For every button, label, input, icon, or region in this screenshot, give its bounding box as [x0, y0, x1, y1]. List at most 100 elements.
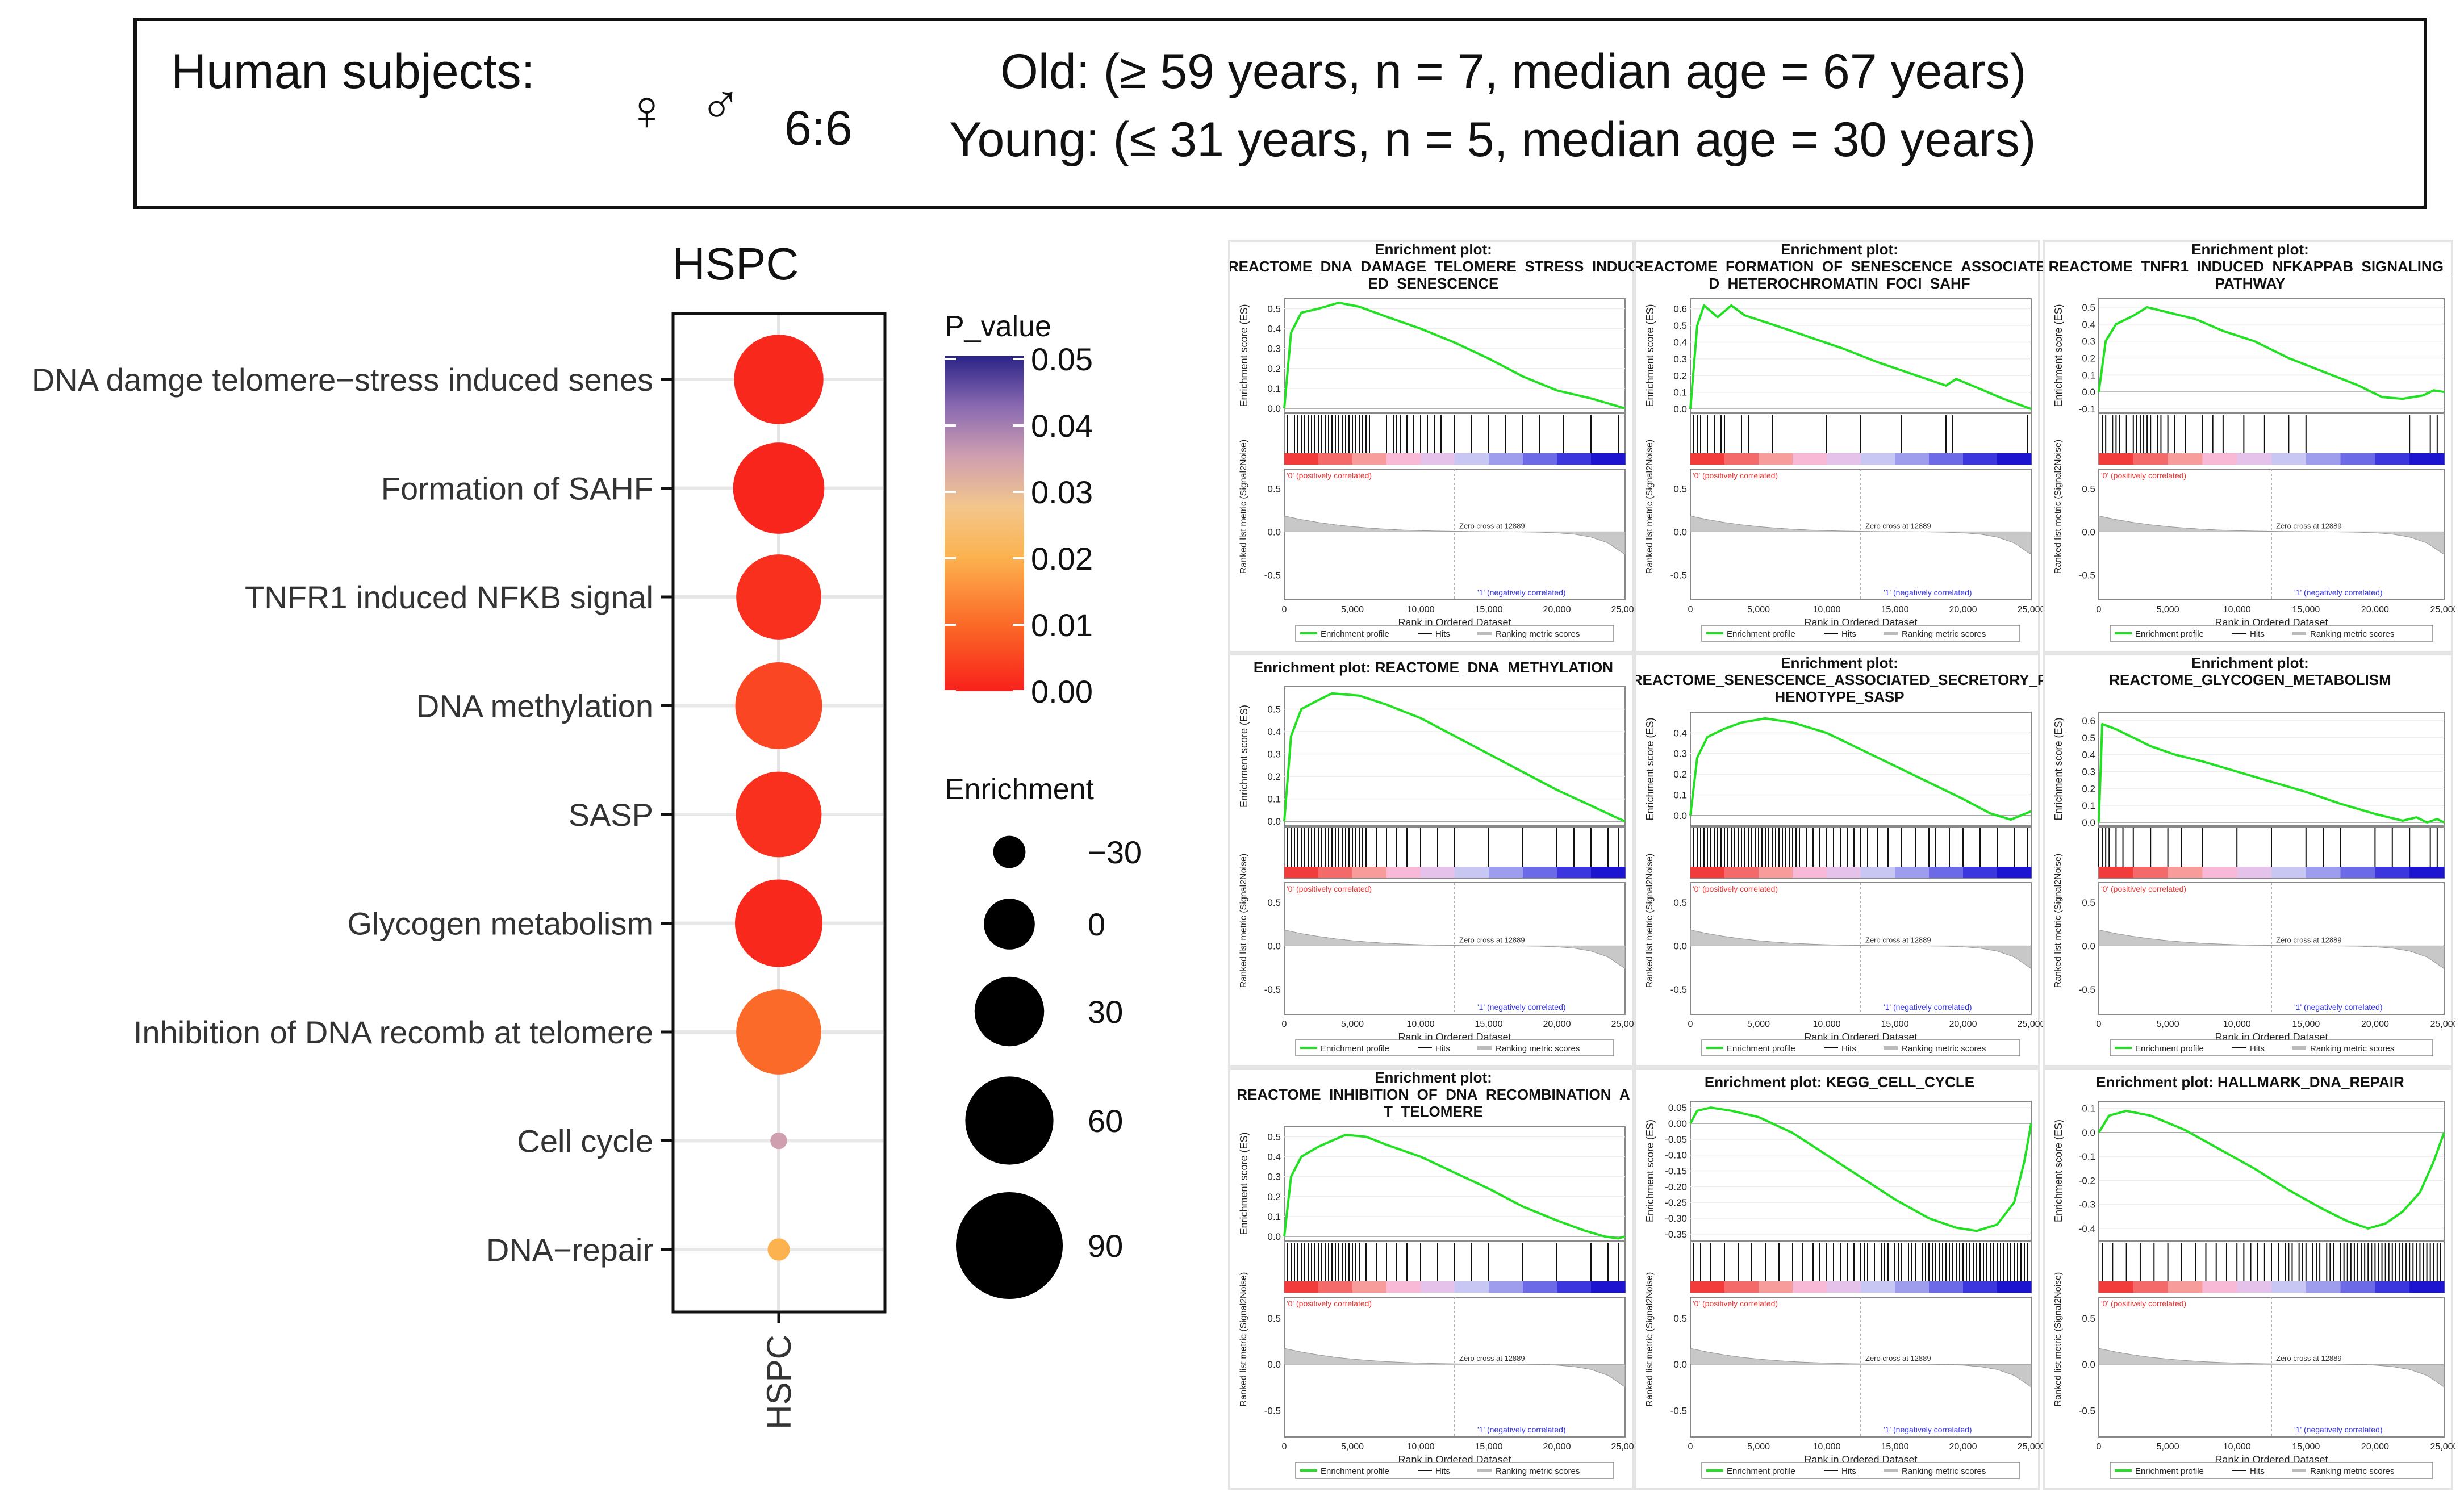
rank-tick-label: 0.5	[1267, 897, 1281, 908]
term-label: Inhibition of DNA recomb at telomere	[133, 1014, 653, 1050]
rank-gradient-segment	[1318, 867, 1353, 878]
enrichment-dot	[735, 662, 822, 750]
rank-metric-area	[2098, 929, 2445, 970]
female-symbol: ♀	[625, 78, 668, 142]
x-tick-label: 25,000	[2430, 605, 2455, 615]
legend-metric-label: Ranking metric scores	[1496, 1044, 1580, 1054]
size-legend: −30 0 30 60 90	[956, 834, 1142, 1299]
es-tick-label: 0.4	[1267, 324, 1281, 335]
subjects-label: Human subjects:	[171, 44, 535, 99]
x-tick-label: 15,000	[2292, 1019, 2320, 1029]
rank-gradient-segment	[2237, 867, 2272, 878]
legend-profile-label: Enrichment profile	[2135, 1466, 2204, 1476]
rank-tick-label: 0.0	[1267, 941, 1281, 951]
x-tick-label: 15,000	[2292, 605, 2320, 615]
young-group-line: Young: (≤ 31 years, n = 5, median age = …	[949, 112, 2036, 167]
gsea-enrichment-panel: Enrichment plot: HALLMARK_DNA_REPAIR Enri…	[2043, 1068, 2455, 1490]
legend-profile-label: Enrichment profile	[1321, 1466, 1389, 1476]
term-label: Glycogen metabolism	[348, 906, 653, 942]
gsea-legend-box	[2110, 1462, 2433, 1479]
rank-tick-label: 0.0	[1673, 1359, 1687, 1370]
x-tick-label: 20,000	[1949, 1019, 1977, 1029]
rank-axis-label: Ranked list metric (Signal2Noise)	[2053, 854, 2063, 988]
gsea-svg: Enrichment plot:REACTOME_DNA_DAMAGE_TELO…	[1230, 242, 1636, 642]
gsea-svg: Enrichment plot: HALLMARK_DNA_REPAIR Enri…	[2053, 1073, 2455, 1479]
rank-gradient-segment	[1759, 1281, 1793, 1293]
x-tick-label: 25,000	[1611, 1442, 1636, 1452]
rank-tick-label: -0.5	[2079, 1405, 2095, 1416]
x-tick-label: 10,000	[2223, 605, 2251, 615]
es-tick-label: -0.1	[2079, 1151, 2095, 1162]
rank-metric-area	[1284, 1348, 1626, 1388]
rank-gradient-segment	[1421, 867, 1455, 878]
rank-metric-area	[1690, 1348, 2032, 1388]
negative-label: '1' (negatively correlated)	[1477, 588, 1566, 597]
es-curve	[2098, 722, 2445, 824]
zero-cross-label: Zero cross at 12889	[1459, 1354, 1525, 1363]
gsea-enrichment-panel: Enrichment plot: REACTOME_DNA_METHYLATIO…	[1228, 653, 1636, 1068]
rank-tick-label: 0.5	[1267, 1313, 1281, 1324]
rank-tick-label: -0.5	[1264, 570, 1281, 580]
rank-gradient-segment	[2202, 867, 2237, 878]
positive-label: '0' (positively correlated)	[2101, 1299, 2186, 1308]
x-tick-label: 10,000	[1407, 1019, 1435, 1029]
es-tick-label: 0.0	[2082, 387, 2095, 398]
rank-tick-label: -0.5	[2079, 570, 2095, 580]
legend-profile-label: Enrichment profile	[1321, 629, 1389, 639]
rank-tick-label: 0.5	[1673, 484, 1687, 495]
rank-gradient-segment	[1523, 453, 1557, 465]
positive-label: '0' (positively correlated)	[1287, 1299, 1372, 1308]
gsea-title: D_HETEROCHROMATIN_FOCI_SAHF	[1709, 275, 1970, 292]
es-tick-label: 0.1	[2082, 800, 2095, 811]
legend-hits-label: Hits	[1435, 1466, 1450, 1476]
rank-gradient-segment	[1421, 1281, 1455, 1293]
positive-label: '0' (positively correlated)	[1693, 471, 1778, 480]
pvalue-tick-label: 0.03	[1031, 474, 1093, 510]
rank-gradient-segment	[2133, 1281, 2169, 1293]
es-tick-label: 0.1	[1267, 794, 1281, 805]
legend-profile-label: Enrichment profile	[1727, 629, 1795, 639]
pvalue-colorbar	[945, 356, 1024, 691]
rank-gradient-segment	[1489, 867, 1523, 878]
positive-label: '0' (positively correlated)	[2101, 471, 2186, 480]
rank-gradient-segment	[1421, 453, 1455, 465]
gsea-title: ED_SENESCENCE	[1368, 275, 1499, 292]
rank-tick-label: 0.0	[1267, 526, 1281, 537]
es-tick-label: 0.6	[2082, 716, 2095, 726]
es-tick-label: 0.1	[2082, 370, 2095, 381]
es-curve	[1283, 302, 1626, 409]
es-tick-label: -0.10	[1665, 1150, 1687, 1161]
size-legend-label: 0	[1088, 906, 1105, 942]
es-curve	[1283, 1134, 1626, 1240]
gsea-svg: Enrichment plot:REACTOME_SENESCENCE_ASSO…	[1636, 655, 2043, 1056]
es-curve	[2098, 1109, 2445, 1230]
x-tick-label: 15,000	[2292, 1442, 2320, 1452]
size-legend-dot	[974, 976, 1045, 1047]
rank-gradient-segment	[2099, 453, 2134, 465]
rank-gradient-segment	[1318, 1281, 1353, 1293]
rank-gradient-segment	[1284, 453, 1319, 465]
rank-gradient-segment	[1861, 1281, 1895, 1293]
gsea-svg: Enrichment plot:REACTOME_GLYCOGEN_METABO…	[2053, 655, 2455, 1056]
es-axis-label: Enrichment score (ES)	[1238, 304, 1250, 407]
es-box	[1284, 1126, 1626, 1241]
zero-cross-label: Zero cross at 12889	[2276, 935, 2342, 944]
es-tick-label: 0.5	[1267, 1132, 1281, 1143]
rank-gradient-segment	[1455, 1281, 1489, 1293]
size-legend-label: 90	[1088, 1228, 1123, 1264]
x-tick-label: 5,000	[1341, 605, 1364, 615]
x-tick-label: 0	[1282, 605, 1287, 615]
rank-gradient-segment	[2306, 453, 2341, 465]
rank-gradient-segment	[2306, 867, 2341, 878]
es-axis-label: Enrichment score (ES)	[2053, 717, 2064, 820]
es-tick-label: -0.1	[2079, 404, 2095, 415]
rank-tick-label: -0.5	[1670, 570, 1687, 580]
size-legend-dot	[956, 1192, 1063, 1299]
rank-gradient-segment	[1963, 453, 1998, 465]
rank-tick-label: 0.5	[2082, 1313, 2095, 1324]
gsea-svg: Enrichment plot: KEGG_CELL_CYCLE Enrichme…	[1644, 1073, 2043, 1479]
rank-gradient-segment	[1284, 1281, 1319, 1293]
term-label: TNFR1 induced NFKB signal	[245, 579, 653, 615]
pvalue-tick-label: 0.05	[1031, 341, 1093, 377]
rank-gradient-segment	[1284, 867, 1319, 878]
